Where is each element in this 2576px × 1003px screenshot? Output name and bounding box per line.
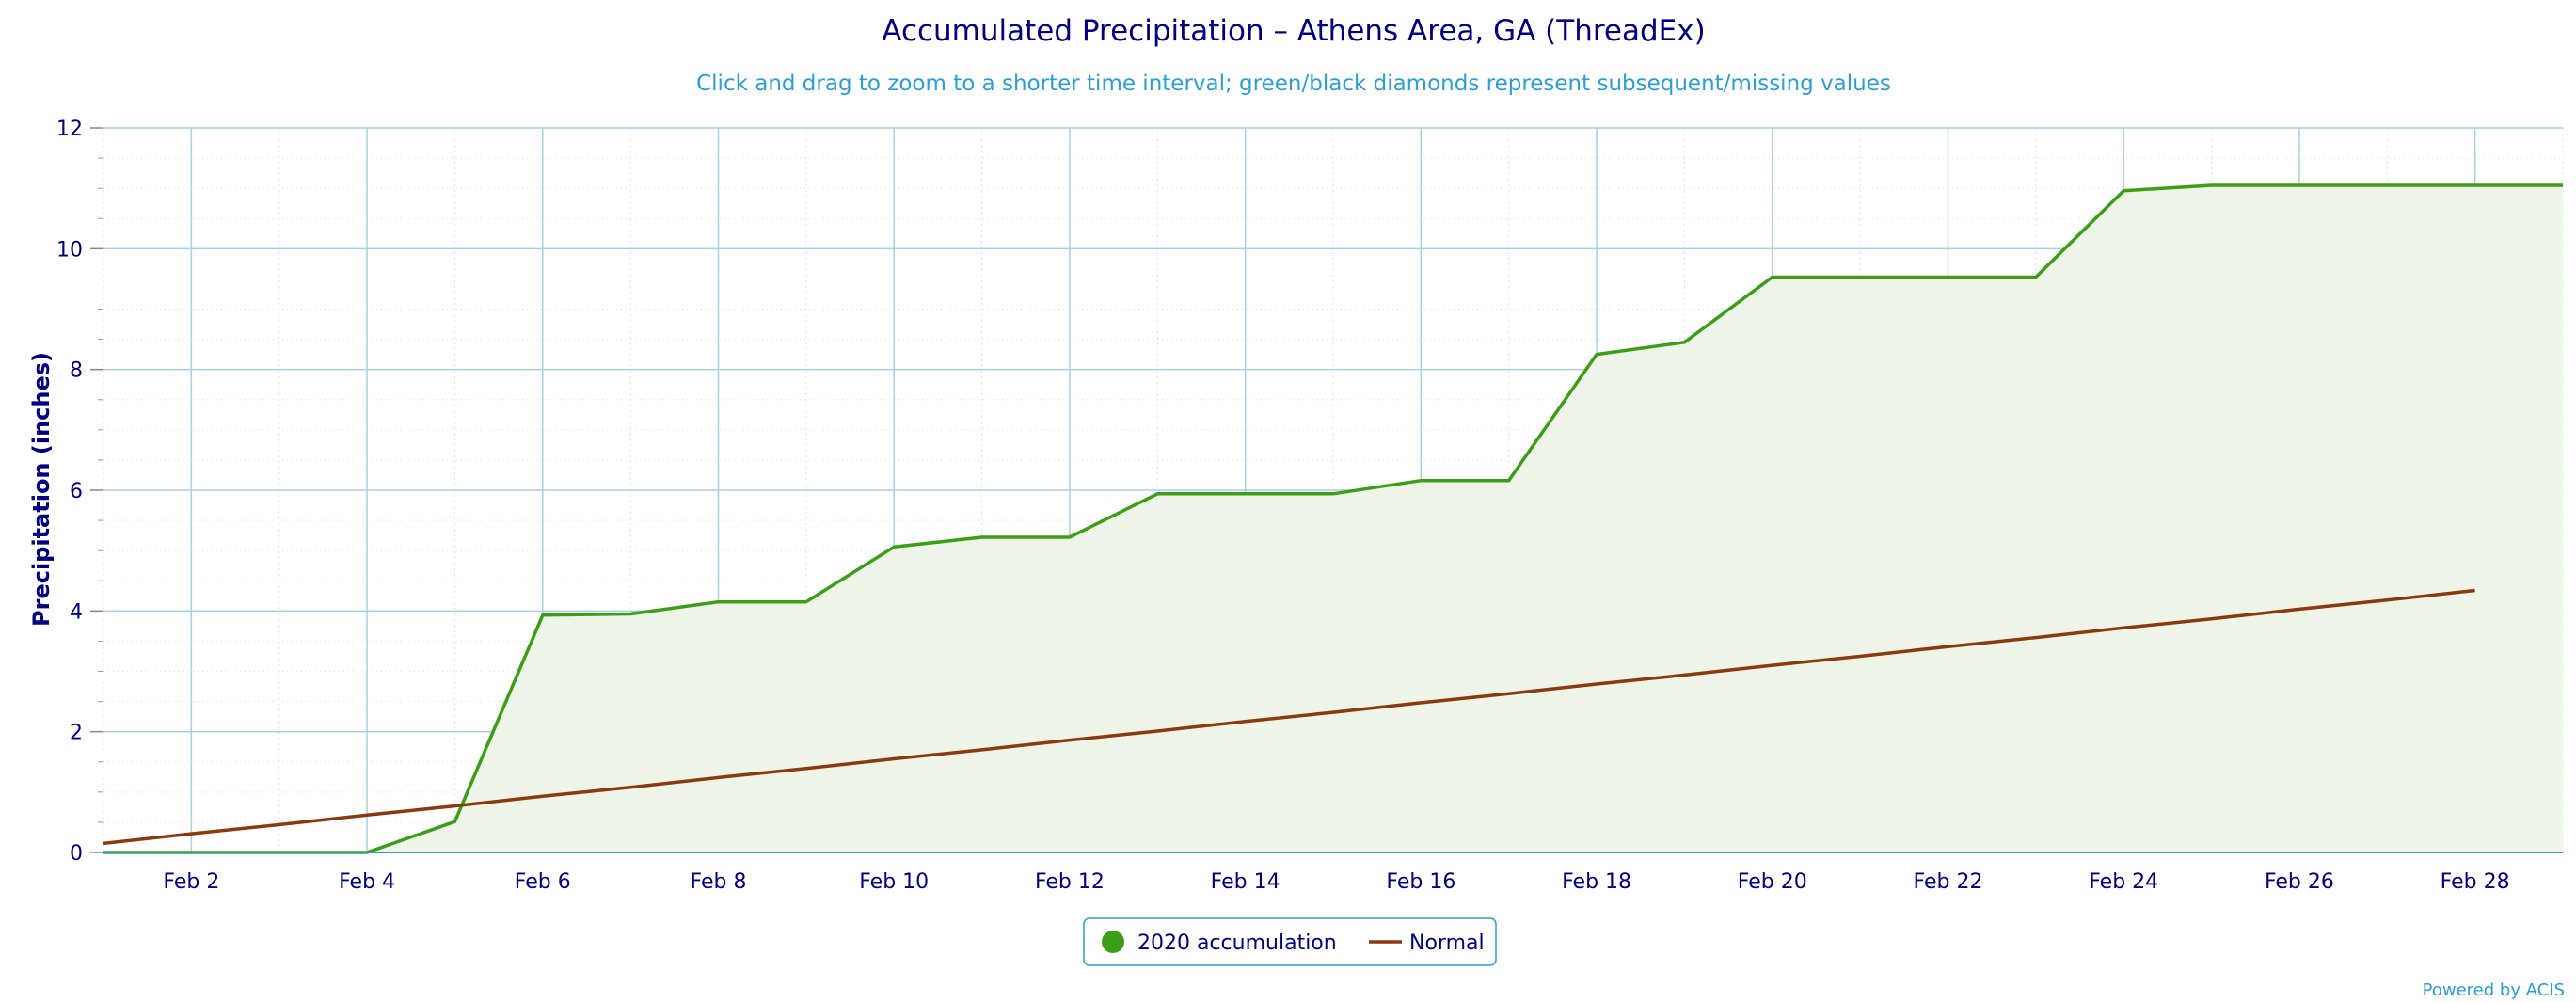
x-tick-label: Feb 28 xyxy=(2441,870,2510,894)
x-tick-label: Feb 10 xyxy=(859,870,929,894)
legend-marker-2020-accumulation xyxy=(1102,931,1124,953)
x-tick-label: Feb 18 xyxy=(1562,870,1631,894)
x-tick-label: Feb 8 xyxy=(691,870,747,894)
x-tick-label: Feb 4 xyxy=(339,870,395,894)
x-tick-label: Feb 14 xyxy=(1211,870,1280,894)
chart-subtitle: Click and drag to zoom to a shorter time… xyxy=(696,72,1891,96)
series-area-2020-accumulation xyxy=(103,185,2563,852)
y-tick-label: 10 xyxy=(56,238,83,262)
series-line-2020-accumulation xyxy=(103,183,2563,854)
legend-label-2020-accumulation: 2020 accumulation xyxy=(1137,931,1337,955)
x-tick-label: Feb 26 xyxy=(2265,870,2334,894)
x-tick-label: Feb 6 xyxy=(515,870,571,894)
legend-box xyxy=(1083,917,1497,966)
x-tick-label: Feb 22 xyxy=(1914,870,1983,894)
x-tick-label: Feb 24 xyxy=(2089,870,2158,894)
powered-by-credit[interactable]: Powered by ACIS xyxy=(2423,980,2565,1000)
y-tick-label: 4 xyxy=(70,600,83,624)
legend-item-normal[interactable]: Normal xyxy=(1369,931,1485,955)
x-tick-label: Feb 2 xyxy=(163,870,219,894)
series-line-normal xyxy=(103,588,2475,846)
chart-title: Accumulated Precipitation – Athens Area,… xyxy=(882,14,1705,48)
y-tick-label: 8 xyxy=(70,359,83,383)
y-tick-label: 0 xyxy=(70,842,83,866)
y-tick-label: 2 xyxy=(70,722,83,745)
x-tick-label: Feb 20 xyxy=(1738,870,1807,894)
legend-label-normal: Normal xyxy=(1409,931,1485,955)
x-tick-label: Feb 12 xyxy=(1035,870,1105,894)
y-axis-label: Precipitation (inches) xyxy=(28,352,55,627)
y-tick-label: 6 xyxy=(70,480,83,503)
x-tick-label: Feb 16 xyxy=(1386,870,1455,894)
legend: 2020 accumulation Normal xyxy=(1083,917,1497,966)
series-layer xyxy=(103,183,2563,854)
y-tick-label: 12 xyxy=(56,118,83,141)
tick-labels: 0 2 4 6 8 10 12 Feb 2 Feb 4 Feb 6 Feb 8 Feb 10 Feb 1… xyxy=(56,118,2510,894)
legend-item-2020-accumulation[interactable]: 2020 accumulation xyxy=(1102,931,1337,955)
